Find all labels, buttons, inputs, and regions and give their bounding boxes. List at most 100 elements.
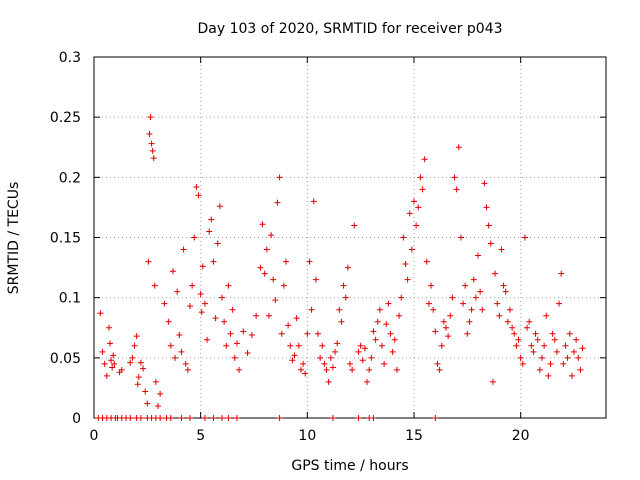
data-point [334,340,341,347]
x-tick-label: 15 [405,428,423,444]
data-point [308,306,315,313]
data-point [152,378,159,385]
data-point [107,340,113,347]
data-point [195,192,202,199]
data-point [182,360,189,367]
data-point [472,294,479,301]
data-point [174,288,181,295]
data-point [372,336,379,343]
data-point [144,400,151,407]
data-point [259,221,266,228]
data-point [517,354,524,361]
data-point [398,294,405,301]
data-point [287,342,294,349]
data-point [357,342,364,349]
data-point [483,204,490,211]
data-point [145,258,152,265]
data-point [244,350,251,357]
data-point [236,366,243,373]
data-point [579,345,586,352]
data-point [558,270,565,277]
data-point [359,357,366,364]
data-point [524,324,531,331]
data-point [575,354,582,361]
data-point [462,282,469,289]
data-point [556,300,563,307]
data-point [430,306,437,313]
data-point [327,354,334,361]
data-point [396,312,403,319]
data-point [272,297,279,304]
data-point [127,415,134,421]
data-point [191,234,198,241]
data-point [223,342,230,349]
data-point [97,310,104,317]
data-point [212,315,219,322]
data-point [470,276,477,283]
data-point [150,155,157,162]
data-point [434,360,441,367]
data-point [513,342,520,349]
data-point [551,336,558,343]
data-point [229,306,236,313]
data-point [436,366,443,373]
data-point [479,306,486,313]
data-point [568,372,575,379]
data-point [280,282,287,289]
data-point [323,366,330,373]
data-point [545,372,552,379]
data-point [129,354,136,361]
data-point [374,318,381,325]
data-point [289,357,296,364]
data-point [227,330,234,337]
data-point [297,366,304,373]
data-point [447,312,454,319]
data-point [276,174,283,181]
data-point [325,378,332,385]
data-point [133,333,140,340]
data-point [528,342,535,349]
data-point [295,342,302,349]
data-point [253,312,260,319]
data-point [421,156,428,163]
data-point [500,282,507,289]
data-point [344,264,351,271]
data-point [475,252,481,259]
data-point [457,234,464,241]
data-point [108,357,115,364]
x-tick-label: 20 [512,428,530,444]
data-point [276,415,283,421]
data-point [534,336,541,343]
data-point [176,331,183,338]
data-point [502,288,509,295]
data-point [438,342,445,349]
data-point [329,364,336,371]
data-point [383,321,390,328]
data-point [201,300,208,307]
data-point [137,359,144,366]
data-point [521,234,528,241]
data-point [423,258,430,265]
data-point [248,331,255,338]
data-point [147,114,154,121]
data-point [361,345,368,352]
data-point [187,303,193,310]
data-point [319,342,326,349]
data-point [453,186,460,193]
data-point [504,318,511,325]
data-point [99,348,106,355]
y-tick-label: 0.05 [50,351,81,367]
data-point [419,186,426,193]
data-point [391,336,398,343]
data-point [225,282,232,289]
data-point [167,342,174,349]
data-point [219,415,225,421]
data-point [306,258,313,265]
x-tick-label: 5 [196,428,205,444]
data-point [487,240,494,247]
data-point [193,183,200,190]
data-point [127,359,134,366]
data-point [233,340,240,347]
data-point [240,328,247,335]
